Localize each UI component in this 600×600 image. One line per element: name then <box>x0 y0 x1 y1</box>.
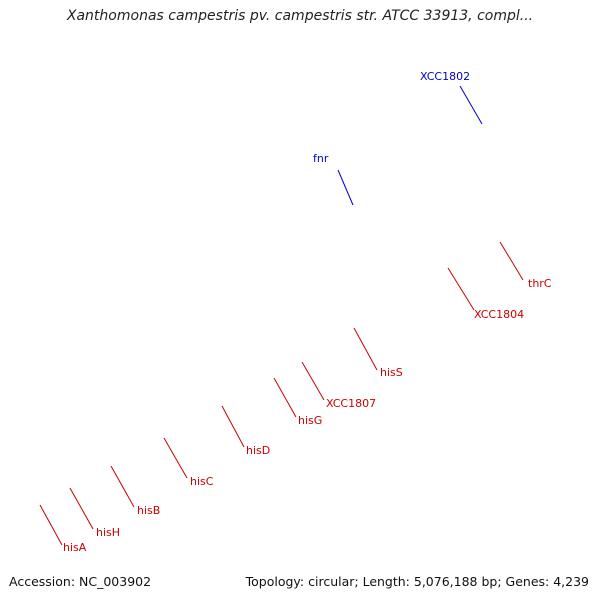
hisB-label: hisB <box>137 504 160 517</box>
hisG-label: hisG <box>298 414 322 427</box>
gene-labels: XCC1802 fnr thrC XCC1804 hisS XCC1807 hisG hisD… <box>63 70 552 554</box>
XCC1807-leader <box>301 361 325 401</box>
XCC1804-label: XCC1804 <box>474 308 524 321</box>
hisH-leader <box>69 487 94 530</box>
hisD-leader <box>221 405 245 448</box>
genome-summary-text: Topology: circular; Length: 5,076,188 bp… <box>245 574 589 589</box>
hisC-label: hisC <box>190 475 214 488</box>
XCC1807-label: XCC1807 <box>326 397 376 410</box>
fnr-leader <box>337 169 354 206</box>
thrC-leader <box>499 241 524 281</box>
hisA-label: hisA <box>63 541 87 554</box>
accession-text: Accession: NC_003902 <box>9 574 152 589</box>
XCC1802-label: XCC1802 <box>420 70 470 83</box>
XCC1802-leader <box>459 85 483 125</box>
map-title: Xanthomonas campestris pv. campestris st… <box>66 8 534 24</box>
hisH-label: hisH <box>96 526 120 539</box>
hisC-leader <box>163 437 188 479</box>
fnr-label: fnr <box>313 152 329 165</box>
XCC1804-leader <box>447 267 475 311</box>
hisG-leader <box>273 377 297 418</box>
hisS-leader <box>353 327 378 371</box>
thrC-label: thrC <box>528 277 552 290</box>
hisD-label: hisD <box>246 444 270 457</box>
hisS-label: hisS <box>380 366 403 379</box>
label-leaders <box>39 85 524 546</box>
hisA-leader <box>39 504 63 546</box>
hisB-leader <box>110 465 135 508</box>
